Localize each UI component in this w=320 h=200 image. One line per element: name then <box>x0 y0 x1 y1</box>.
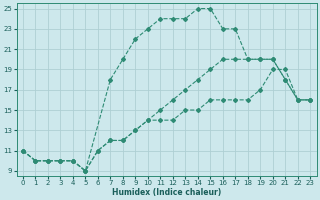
X-axis label: Humidex (Indice chaleur): Humidex (Indice chaleur) <box>112 188 221 197</box>
